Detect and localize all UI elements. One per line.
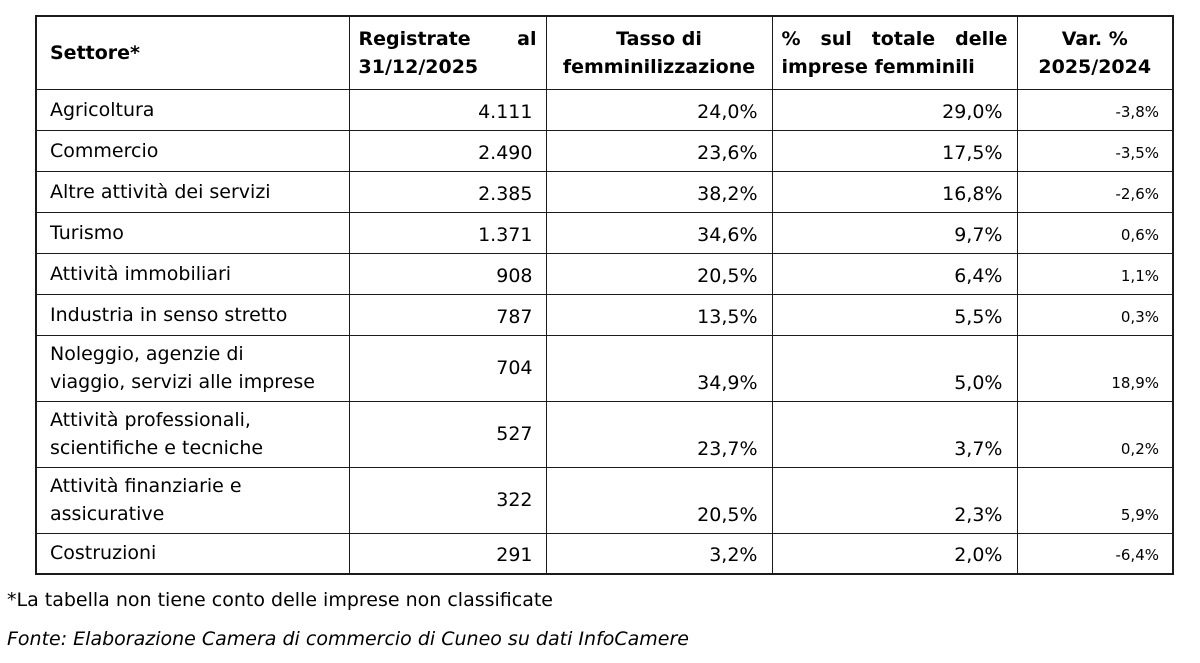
header-label: Registrate al xyxy=(358,27,537,50)
cell-quota: 6,4% xyxy=(771,252,1018,295)
cell-settore: Attività finanziarie e assicurative xyxy=(35,466,350,534)
cell-quota: 2,0% xyxy=(771,532,1018,575)
column-header-variazione: Var. % 2025/2024 xyxy=(1016,15,1174,90)
cell-variazione: -3,5% xyxy=(1016,129,1174,172)
cell-registrate: 291 xyxy=(348,532,547,575)
header-label: % sul totale delle xyxy=(781,27,1008,50)
header-label: 31/12/2025 xyxy=(358,55,479,78)
cell-quota: 2,3% xyxy=(771,466,1018,534)
table-row: Turismo 1.371 34,6% 9,7% 0,6% xyxy=(35,211,1174,254)
cell-tasso: 23,7% xyxy=(545,400,773,468)
cell-variazione: -3,8% xyxy=(1016,88,1174,131)
table-row: Agricoltura 4.111 24,0% 29,0% -3,8% xyxy=(35,88,1174,131)
table-row: Industria in senso stretto 787 13,5% 5,5… xyxy=(35,293,1174,336)
cell-quota: 16,8% xyxy=(771,170,1018,213)
header-label: Tasso di xyxy=(616,27,702,50)
cell-registrate: 1.371 xyxy=(348,211,547,254)
table-row: Costruzioni 291 3,2% 2,0% -6,4% xyxy=(35,532,1174,575)
cell-settore: Altre attività dei servizi xyxy=(35,170,350,213)
table-row: Attività professionali, scientifiche e t… xyxy=(35,400,1174,468)
cell-registrate: 908 xyxy=(348,252,547,295)
cell-tasso: 34,6% xyxy=(545,211,773,254)
cell-tasso: 24,0% xyxy=(545,88,773,131)
header-label: Settore* xyxy=(50,41,140,64)
column-header-registrate: Registrate al 31/12/2025 xyxy=(348,15,547,90)
table-row: Noleggio, agenzie di viaggio, servizi al… xyxy=(35,334,1174,402)
table-row: Attività immobiliari 908 20,5% 6,4% 1,1% xyxy=(35,252,1174,295)
cell-variazione: -2,6% xyxy=(1016,170,1174,213)
cell-tasso: 20,5% xyxy=(545,252,773,295)
cell-settore: Attività professionali, scientifiche e t… xyxy=(35,400,350,468)
cell-settore: Agricoltura xyxy=(35,88,350,131)
cell-registrate: 787 xyxy=(348,293,547,336)
cell-quota: 9,7% xyxy=(771,211,1018,254)
cell-tasso: 34,9% xyxy=(545,334,773,402)
cell-settore: Commercio xyxy=(35,129,350,172)
cell-tasso: 38,2% xyxy=(545,170,773,213)
cell-tasso: 13,5% xyxy=(545,293,773,336)
cell-registrate: 527 xyxy=(348,400,547,468)
header-label: femminilizzazione xyxy=(562,55,756,78)
table-row: Commercio 2.490 23,6% 17,5% -3,5% xyxy=(35,129,1174,172)
cell-quota: 5,5% xyxy=(771,293,1018,336)
cell-quota: 3,7% xyxy=(771,400,1018,468)
header-label: imprese femminili xyxy=(781,55,975,78)
cell-variazione: 0,3% xyxy=(1016,293,1174,336)
cell-quota: 29,0% xyxy=(771,88,1018,131)
cell-registrate: 2.385 xyxy=(348,170,547,213)
cell-settore: Turismo xyxy=(35,211,350,254)
cell-registrate: 704 xyxy=(348,334,547,402)
header-label: Var. % xyxy=(1061,27,1128,50)
cell-quota: 5,0% xyxy=(771,334,1018,402)
header-row: Settore* Registrate al 31/12/2025 Tasso … xyxy=(35,15,1174,90)
cell-variazione: 1,1% xyxy=(1016,252,1174,295)
cell-tasso: 3,2% xyxy=(545,532,773,575)
cell-tasso: 20,5% xyxy=(545,466,773,534)
cell-quota: 17,5% xyxy=(771,129,1018,172)
table-row: Attività finanziarie e assicurative 322 … xyxy=(35,466,1174,534)
column-header-quota: % sul totale delle imprese femminili xyxy=(771,15,1018,90)
cell-variazione: 5,9% xyxy=(1016,466,1174,534)
cell-settore: Industria in senso stretto xyxy=(35,293,350,336)
cell-registrate: 322 xyxy=(348,466,547,534)
cell-variazione: 0,6% xyxy=(1016,211,1174,254)
column-header-settore: Settore* xyxy=(35,15,350,90)
cell-variazione: 0,2% xyxy=(1016,400,1174,468)
cell-settore: Noleggio, agenzie di viaggio, servizi al… xyxy=(35,334,350,402)
table-footnote: *La tabella non tiene conto delle impres… xyxy=(7,589,553,611)
cell-settore: Costruzioni xyxy=(35,532,350,575)
column-header-tasso: Tasso di femminilizzazione xyxy=(545,15,773,90)
cell-registrate: 2.490 xyxy=(348,129,547,172)
table-row: Altre attività dei servizi 2.385 38,2% 1… xyxy=(35,170,1174,213)
cell-tasso: 23,6% xyxy=(545,129,773,172)
cell-settore: Attività immobiliari xyxy=(35,252,350,295)
cell-variazione: -6,4% xyxy=(1016,532,1174,575)
cell-variazione: 18,9% xyxy=(1016,334,1174,402)
cell-registrate: 4.111 xyxy=(348,88,547,131)
sector-statistics-table: Settore* Registrate al 31/12/2025 Tasso … xyxy=(35,15,1174,575)
header-label: 2025/2024 xyxy=(1038,55,1152,78)
source-note: Fonte: Elaborazione Camera di commercio … xyxy=(7,628,689,650)
